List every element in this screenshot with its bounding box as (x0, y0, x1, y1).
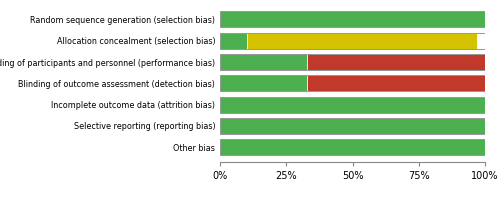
Bar (220, 118, 485, 134)
Bar (220, 139, 485, 155)
Bar (220, 33, 246, 49)
Bar (220, 118, 485, 134)
Bar (220, 11, 485, 27)
Bar (220, 97, 485, 113)
Bar (220, 75, 308, 91)
Bar (220, 75, 485, 91)
Bar (308, 75, 485, 91)
Bar (220, 54, 485, 70)
Bar (220, 97, 485, 113)
Bar (220, 11, 485, 27)
Bar (220, 33, 485, 49)
Bar (308, 54, 485, 70)
Bar (220, 54, 308, 70)
Bar (246, 33, 477, 49)
Bar (220, 139, 485, 155)
